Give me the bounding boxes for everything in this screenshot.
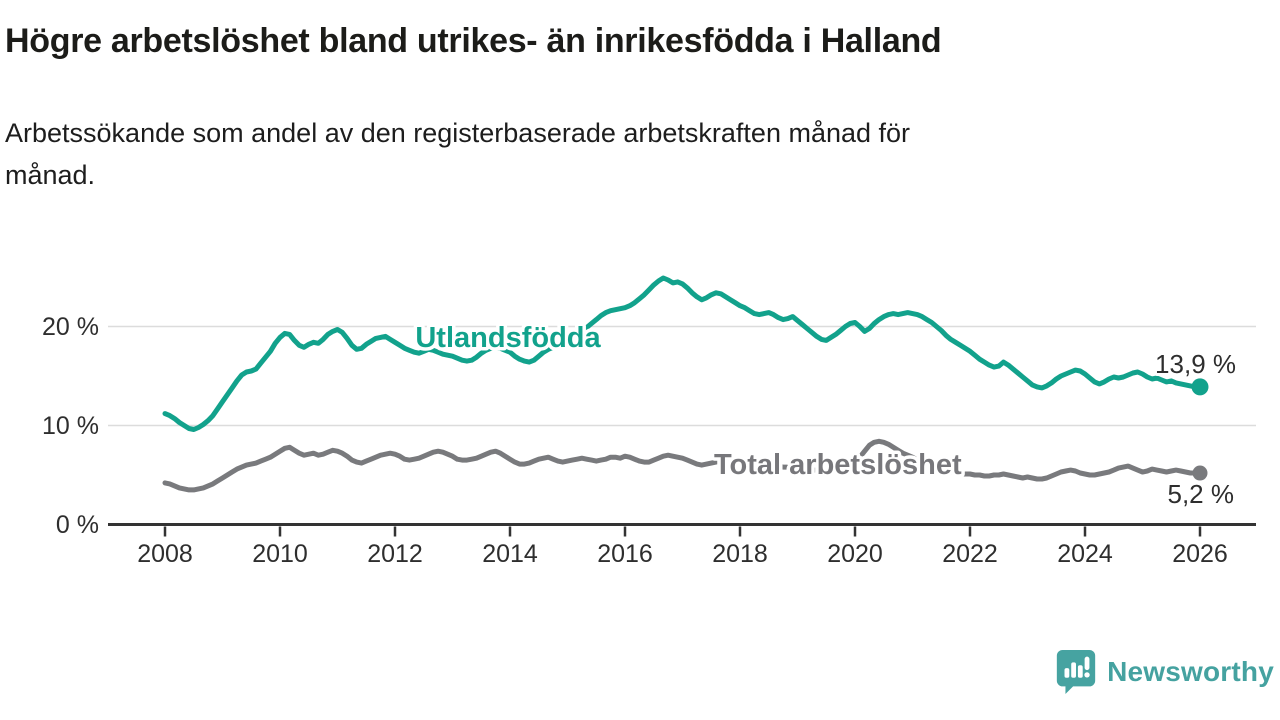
logo-exclamation-bar: [1084, 656, 1090, 671]
series-end-dots: [1191, 378, 1209, 481]
x-tick-label-2020: 2020: [827, 540, 883, 568]
series-label-total-arbetsloshet: Total arbetslöshet: [714, 449, 962, 481]
y-tick-label-10: 10 %: [42, 412, 99, 440]
chart-annotations: Utlandsfödda Total arbetslöshet 13,9 % 5…: [412, 319, 1239, 513]
y-tick-label-20: 20 %: [42, 313, 99, 341]
x-tick-label-2010: 2010: [252, 540, 308, 568]
end-value-label-total: 5,2 %: [1168, 479, 1235, 509]
series-label-utlandsfodda: Utlandsfödda: [415, 322, 601, 354]
line-utlandsfodda: [162, 275, 1203, 432]
x-axis: 2008 2010 2012 2014 2016 2018 2020 2022 2024 2026: [108, 523, 1256, 568]
logo-exclamation-dot: [1084, 672, 1090, 678]
logo-bar-medium: [1077, 665, 1083, 678]
x-tick-label-2022: 2022: [942, 540, 998, 568]
y-gridlines: [108, 325, 1256, 427]
end-dot-total-arbetsloshet: [1192, 465, 1208, 481]
newsworthy-logo-text: Newsworthy: [1107, 656, 1274, 687]
y-tick-label-0: 0 %: [56, 511, 99, 539]
logo-bar-tall: [1071, 662, 1077, 678]
line-total-arbetsloshet: [162, 438, 1203, 493]
x-tick-label-2014: 2014: [482, 540, 538, 568]
chart-subtitle: Arbetssökande som andel av den registerb…: [5, 118, 911, 190]
series-lines: [162, 275, 1203, 493]
chart-title: Högre arbetslöshet bland utrikes- än inr…: [5, 22, 942, 60]
x-tick-label-2008: 2008: [137, 540, 193, 568]
y-axis-labels: 20 % 10 % 0 %: [42, 313, 99, 539]
newsworthy-logo: Newsworthy: [1055, 649, 1274, 695]
x-tick-label-2016: 2016: [597, 540, 653, 568]
x-tick-label-2024: 2024: [1057, 540, 1113, 568]
x-tick-label-2018: 2018: [712, 540, 768, 568]
end-dot-utlandsfodda: [1191, 378, 1209, 396]
end-value-label-utlandsfodda: 13,9 %: [1155, 349, 1236, 379]
x-tick-label-2012: 2012: [367, 540, 423, 568]
newsworthy-speech-bubble-chart-icon: [1056, 649, 1096, 695]
logo-bar-short: [1064, 668, 1070, 678]
x-tick-label-2026: 2026: [1172, 540, 1228, 568]
